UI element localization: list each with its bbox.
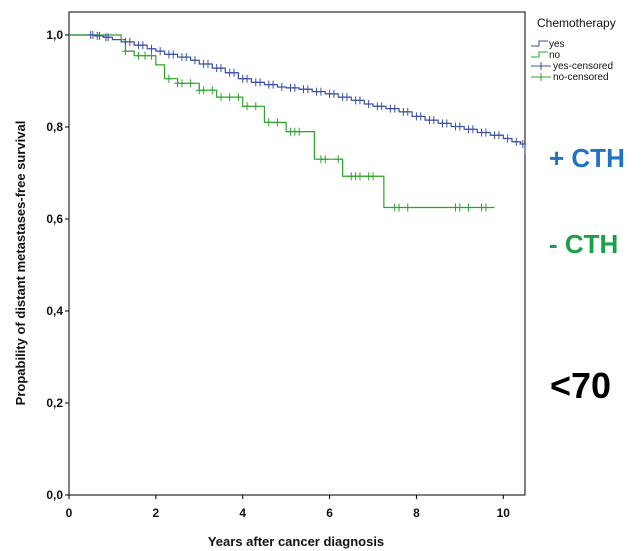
censor-mark-no <box>187 79 195 88</box>
annotation-without-chemotherapy: - CTH <box>549 229 619 259</box>
censor-mark-yes <box>330 89 338 98</box>
x-ticks: 0 2 4 6 8 10 <box>66 495 511 520</box>
survival-curve-no <box>69 34 495 209</box>
y-tick-label: 0,2 <box>46 396 63 410</box>
censor-mark-yes <box>317 87 325 96</box>
censor-mark-no <box>265 118 273 127</box>
legend-label-yes-censored: yes-censored <box>553 61 613 72</box>
censor-mark-yes <box>495 131 503 140</box>
censor-mark-yes <box>191 56 199 65</box>
censor-mark-yes <box>291 83 299 92</box>
censor-mark-yes <box>95 31 103 40</box>
censor-mark-no <box>234 93 242 102</box>
legend-label-no-censored: no-censored <box>553 72 609 83</box>
censor-mark-yes <box>304 85 312 94</box>
censor-mark-yes <box>148 44 156 53</box>
axes <box>68 11 526 496</box>
censor-mark-no <box>395 203 403 212</box>
censor-mark-no <box>334 155 342 164</box>
censor-mark-yes <box>404 107 412 116</box>
legend-swatch-yes <box>531 40 548 47</box>
censor-mark-yes <box>139 41 147 50</box>
y-tick-label: 1,0 <box>46 28 63 42</box>
y-ticks: 0,0 0,2 0,4 0,6 0,8 1,0 <box>46 28 69 502</box>
censor-mark-yes <box>278 82 286 91</box>
censor-mark-yes <box>182 53 190 62</box>
annotation-age-group: <70 <box>550 365 612 406</box>
x-tick-label: 2 <box>153 506 160 520</box>
censor-mark-yes <box>365 100 373 108</box>
censor-mark-yes <box>343 93 351 102</box>
censor-mark-yes <box>230 68 238 77</box>
censor-mark-yes <box>504 134 512 143</box>
censor-mark-no <box>148 51 156 60</box>
censor-mark-no <box>134 51 142 60</box>
censor-mark-yes <box>269 80 277 89</box>
censor-mark-no <box>200 86 208 95</box>
plot-frame <box>68 11 526 496</box>
legend-label-yes: yes <box>549 39 565 50</box>
censor-mark-no <box>465 203 473 212</box>
censor-mark-yes <box>391 104 399 113</box>
x-tick-label: 0 <box>66 506 73 520</box>
x-tick-label: 10 <box>497 506 511 520</box>
censor-mark-no <box>226 93 234 102</box>
censor-mark-no <box>217 93 225 102</box>
censor-mark-yes <box>512 137 520 146</box>
censor-mark-no <box>252 102 260 111</box>
y-tick-label: 0,4 <box>46 304 63 318</box>
y-axis-title: Propability of distant metastases-free s… <box>13 121 28 406</box>
x-tick-label: 4 <box>239 506 246 520</box>
x-tick-label: 8 <box>413 506 420 520</box>
y-tick-label: 0,0 <box>46 488 63 502</box>
censor-mark-no <box>482 203 490 212</box>
censor-mark-no <box>295 127 303 136</box>
censor-mark-no <box>273 118 281 127</box>
censor-mark-yes <box>156 47 164 56</box>
censor-mark-yes <box>89 31 97 39</box>
censor-mark-yes <box>469 125 477 134</box>
survival-curves <box>69 34 526 209</box>
censor-mark-no <box>178 79 186 88</box>
censor-mark-yes <box>417 112 425 121</box>
legend-swatch-no <box>531 51 548 58</box>
censor-mark-yes <box>443 119 451 128</box>
censor-mark-yes <box>169 50 177 59</box>
censor-mark-yes <box>482 128 490 137</box>
legend-title: Chemotherapy <box>537 16 616 30</box>
legend-swatch-no-censored <box>531 73 551 81</box>
legend-swatch-yes-censored <box>531 62 551 70</box>
legend: Chemotherapy yesnoyes-censoredno-censore… <box>531 16 616 83</box>
censor-mark-yes <box>256 78 264 87</box>
censor-mark-yes <box>204 59 212 68</box>
censor-mark-no <box>369 172 377 181</box>
censor-mark-no <box>208 86 216 95</box>
censor-marks <box>87 31 527 212</box>
censor-mark-yes <box>456 122 464 131</box>
censor-mark-yes <box>217 64 225 73</box>
censor-mark-no <box>321 155 329 164</box>
censor-mark-yes <box>356 96 364 105</box>
censor-mark-no <box>243 102 251 111</box>
censor-mark-no <box>356 172 364 181</box>
censor-mark-yes <box>378 102 386 111</box>
censor-mark-no <box>141 51 149 60</box>
censor-mark-yes <box>430 116 438 125</box>
censor-mark-no <box>165 74 173 83</box>
x-axis-title: Years after cancer diagnosis <box>208 534 384 549</box>
survival-curve-yes <box>69 34 526 155</box>
censor-mark-yes <box>243 74 251 83</box>
annotation-with-chemotherapy: + CTH <box>549 143 625 173</box>
y-tick-label: 0,8 <box>46 120 63 134</box>
censor-mark-yes <box>519 140 527 149</box>
censor-mark-yes <box>104 33 112 42</box>
legend-label-no: no <box>549 50 561 61</box>
y-tick-label: 0,6 <box>46 212 63 226</box>
x-tick-label: 6 <box>326 506 333 520</box>
censor-mark-no <box>404 203 412 212</box>
censor-mark-no <box>121 47 129 56</box>
censor-mark-no <box>456 203 464 212</box>
censor-mark-yes <box>126 37 134 46</box>
